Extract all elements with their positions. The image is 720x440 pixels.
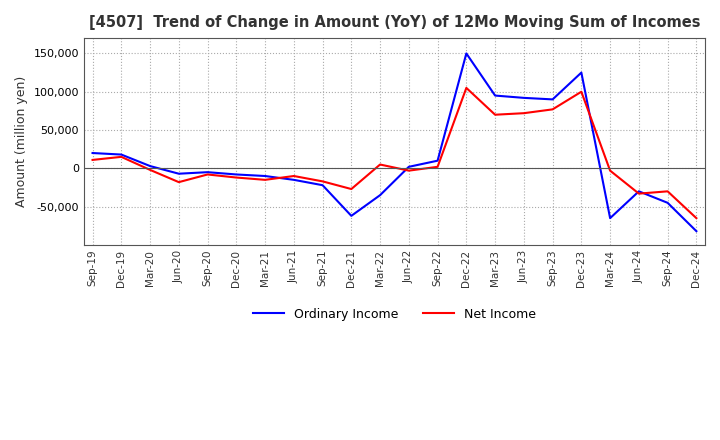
Net Income xyxy=(577,89,585,94)
Net Income xyxy=(145,167,154,172)
Ordinary Income xyxy=(520,95,528,100)
Net Income xyxy=(117,154,125,159)
Ordinary Income xyxy=(232,172,240,177)
Ordinary Income xyxy=(663,200,672,205)
Title: [4507]  Trend of Change in Amount (YoY) of 12Mo Moving Sum of Incomes: [4507] Trend of Change in Amount (YoY) o… xyxy=(89,15,701,30)
Net Income xyxy=(89,157,97,162)
Ordinary Income xyxy=(203,169,212,175)
Ordinary Income xyxy=(318,183,327,188)
Net Income xyxy=(606,168,614,173)
Net Income xyxy=(203,172,212,177)
Net Income xyxy=(232,175,240,180)
Net Income xyxy=(549,107,557,112)
Ordinary Income xyxy=(462,51,471,56)
Net Income xyxy=(289,173,298,179)
Ordinary Income xyxy=(634,189,643,194)
Ordinary Income xyxy=(405,164,413,169)
Net Income xyxy=(634,191,643,196)
Net Income xyxy=(692,216,701,221)
Net Income xyxy=(405,168,413,173)
Net Income xyxy=(520,110,528,116)
Ordinary Income xyxy=(491,93,500,98)
Net Income xyxy=(462,85,471,91)
Ordinary Income xyxy=(376,193,384,198)
Ordinary Income xyxy=(577,70,585,75)
Y-axis label: Amount (million yen): Amount (million yen) xyxy=(15,76,28,207)
Net Income xyxy=(261,177,269,183)
Net Income xyxy=(663,189,672,194)
Net Income xyxy=(376,162,384,167)
Net Income xyxy=(433,164,442,169)
Ordinary Income xyxy=(692,228,701,234)
Ordinary Income xyxy=(289,177,298,183)
Line: Ordinary Income: Ordinary Income xyxy=(93,53,696,231)
Net Income xyxy=(318,179,327,184)
Ordinary Income xyxy=(606,216,614,221)
Net Income xyxy=(174,180,183,185)
Ordinary Income xyxy=(347,213,356,219)
Legend: Ordinary Income, Net Income: Ordinary Income, Net Income xyxy=(248,303,541,326)
Ordinary Income xyxy=(117,152,125,157)
Net Income xyxy=(491,112,500,117)
Ordinary Income xyxy=(89,150,97,156)
Ordinary Income xyxy=(261,173,269,179)
Line: Net Income: Net Income xyxy=(93,88,696,218)
Ordinary Income xyxy=(549,97,557,102)
Ordinary Income xyxy=(145,163,154,169)
Ordinary Income xyxy=(433,158,442,163)
Net Income xyxy=(347,187,356,192)
Ordinary Income xyxy=(174,171,183,176)
